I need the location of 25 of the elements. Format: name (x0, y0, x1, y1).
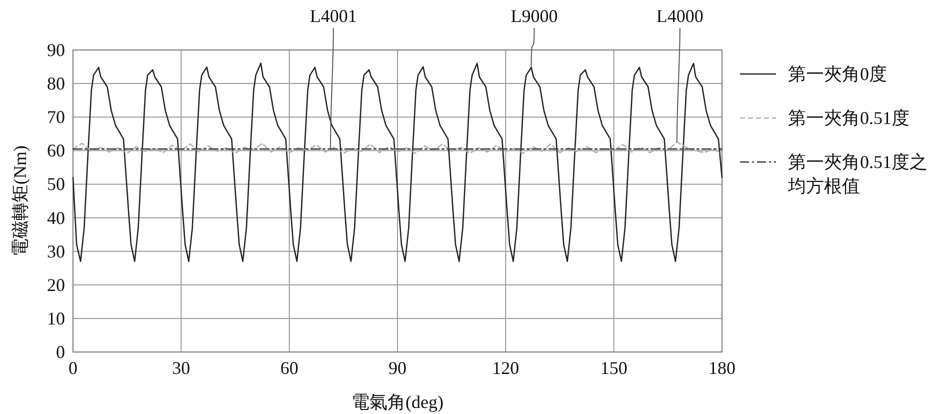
legend-label: 第一夾角0.51度 (788, 108, 910, 128)
x-tick-label: 0 (68, 358, 78, 378)
legend-label: 第一夾角0度 (788, 64, 887, 84)
y-tick-label: 40 (47, 208, 65, 228)
y-tick-label: 10 (47, 308, 65, 328)
y-tick-label: 30 (47, 241, 65, 262)
y-tick-label: 60 (47, 140, 65, 161)
y-tick-label: 90 (47, 40, 65, 60)
annotation: L9000 (510, 6, 558, 26)
y-tick-label: 20 (47, 274, 65, 295)
y-axis-title: 電磁轉矩(Nm) (10, 146, 30, 256)
annotation: L4001 (310, 6, 357, 26)
x-tick-label: 60 (280, 358, 298, 378)
x-tick-label: 180 (708, 358, 736, 378)
x-tick-label: 90 (388, 358, 406, 378)
y-tick-label: 80 (47, 74, 65, 94)
legend-label: 第一夾角0.51度之均方根值 (787, 152, 928, 196)
y-tick-label: 50 (47, 174, 65, 194)
x-tick-label: 120 (492, 358, 520, 378)
y-tick-label: 70 (47, 107, 65, 128)
x-tick-label: 150 (600, 358, 628, 378)
x-tick-label: 30 (172, 358, 190, 378)
y-tick-label: 0 (56, 342, 65, 362)
x-axis-title: 電氣角(deg) (352, 392, 444, 412)
annotation: L4000 (656, 6, 704, 26)
